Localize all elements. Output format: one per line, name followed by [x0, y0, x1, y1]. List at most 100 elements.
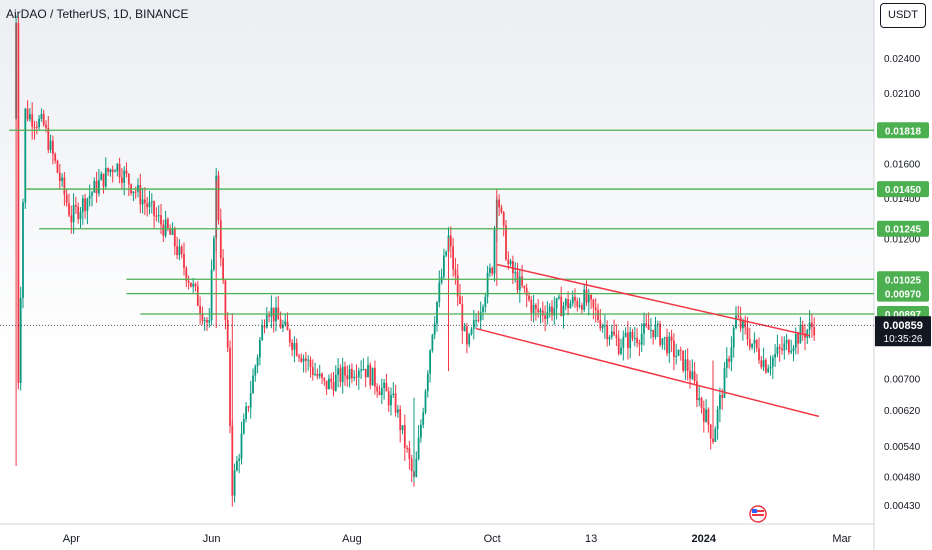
flag-icon[interactable]: [749, 505, 767, 523]
level-label-bg: [877, 285, 929, 302]
channel-lower-line[interactable]: [475, 327, 819, 418]
candle-body: [679, 349, 682, 351]
candle-body: [190, 282, 192, 287]
candle-body: [489, 267, 491, 273]
candle-body: [318, 373, 321, 377]
candle-body: [613, 331, 615, 335]
candle-body: [693, 371, 696, 382]
candle-body: [530, 299, 533, 313]
candle-body: [537, 309, 540, 313]
time-tick-label: Aug: [342, 533, 362, 545]
symbol-title: AirDAO / TetherUS, 1D, BINANCE: [6, 7, 189, 21]
candle-body: [35, 126, 38, 128]
candle-body: [583, 289, 586, 310]
candle-body: [792, 347, 795, 351]
candle-body: [196, 286, 199, 306]
candle-body: [279, 319, 282, 329]
candle-body: [654, 325, 657, 337]
candle-body: [429, 350, 431, 374]
candle-body: [284, 321, 287, 325]
candle-body: [426, 373, 429, 392]
candle-body: [721, 394, 724, 398]
candle-body: [491, 267, 494, 274]
candle-body: [479, 311, 482, 321]
candle-body: [173, 228, 176, 247]
candle-body: [606, 325, 609, 340]
candle-body: [47, 127, 50, 150]
candle-body: [167, 219, 169, 229]
price-tick-label: 0.00540: [884, 442, 921, 453]
candle-body: [160, 215, 162, 225]
candle-body: [610, 331, 613, 338]
candle-body: [466, 326, 468, 345]
plot-background: [0, 0, 874, 524]
candle-body: [594, 307, 597, 311]
channel-upper-line[interactable]: [496, 263, 810, 337]
candle-body: [111, 169, 114, 172]
candle-body: [712, 438, 714, 442]
candle-body: [75, 205, 77, 207]
candle-body: [808, 322, 811, 331]
candle-body: [42, 114, 45, 125]
candle-body: [217, 175, 220, 221]
candle-body: [643, 323, 645, 334]
candle-body: [137, 185, 139, 192]
candle-body: [348, 369, 351, 380]
time-tick-label: Oct: [484, 533, 501, 545]
candle-body: [505, 225, 507, 260]
candle-body: [725, 358, 728, 368]
candle-body: [535, 304, 537, 310]
candle-body: [585, 289, 588, 303]
candle-body: [622, 336, 625, 348]
candle-body: [144, 199, 146, 204]
candle-body: [656, 323, 659, 326]
level-label: 0.00897: [885, 310, 922, 321]
candle-body: [514, 272, 517, 274]
candle-body: [776, 346, 779, 354]
candle-body: [88, 195, 91, 199]
candle-body: [337, 368, 339, 375]
candle-body: [146, 203, 149, 208]
candle-body: [192, 283, 195, 287]
candle-body: [516, 272, 519, 290]
candle-body: [436, 302, 438, 324]
candle-body: [732, 328, 735, 348]
candle-body: [744, 321, 747, 328]
candle-body: [751, 343, 753, 348]
time-tick-label: Jun: [203, 533, 221, 545]
candle-body: [29, 114, 31, 120]
price-tick-label: 0.02400: [884, 54, 921, 65]
candle-body: [183, 253, 185, 269]
candle-body: [180, 246, 183, 254]
level-label-bg: [877, 271, 929, 288]
candle-body: [564, 299, 567, 306]
candle-body: [68, 203, 70, 216]
candle-body: [194, 283, 197, 287]
candle-body: [17, 22, 20, 383]
candle-body: [383, 382, 385, 388]
candle-body: [325, 380, 328, 390]
currency-button[interactable]: USDT: [880, 3, 926, 28]
candle-body: [670, 336, 673, 341]
candle-body: [63, 177, 66, 195]
candle-body: [91, 192, 93, 196]
candle-body: [627, 332, 629, 348]
candle-body: [443, 255, 445, 277]
candle-body: [682, 350, 684, 371]
candle-body: [484, 296, 487, 308]
candle-body: [199, 305, 201, 314]
candle-body: [72, 205, 75, 223]
candle-body: [100, 173, 103, 181]
candle-body: [615, 334, 618, 339]
level-label: 0.01818: [885, 126, 922, 137]
candle-body: [334, 374, 337, 391]
candle-body: [544, 315, 546, 319]
candle-body: [263, 325, 266, 328]
candle-body: [392, 393, 395, 395]
candle-body: [226, 319, 229, 348]
candle-body: [523, 285, 526, 289]
candle-body: [360, 369, 362, 371]
candle-body: [213, 238, 215, 270]
candle-body: [116, 163, 119, 172]
